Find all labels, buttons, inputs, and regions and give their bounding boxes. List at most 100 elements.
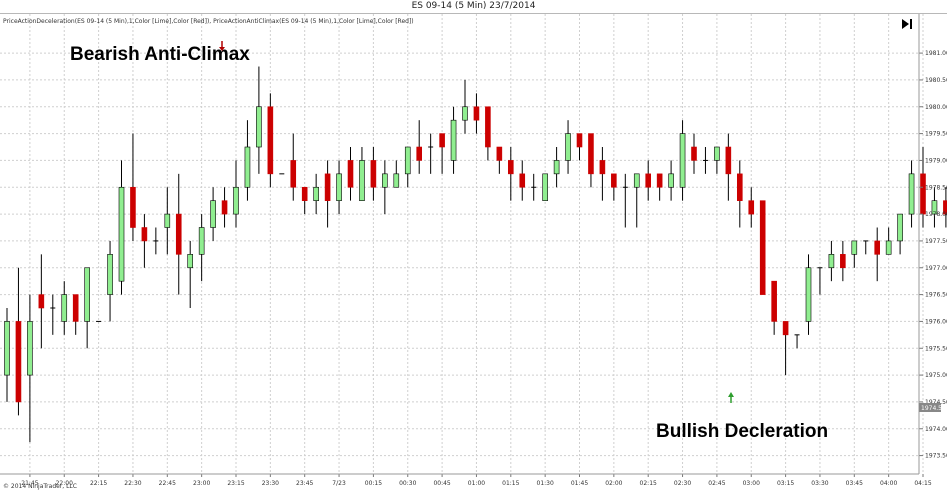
x-tick-label: 00:30: [399, 480, 416, 487]
candle: [932, 187, 937, 227]
candle: [153, 228, 158, 255]
candle: [382, 160, 387, 214]
candle-body-down: [772, 281, 777, 321]
candle: [348, 147, 353, 201]
candle-body-up: [405, 147, 410, 174]
candle: [703, 147, 708, 174]
x-tick-label: 03:45: [846, 480, 863, 487]
candle: [634, 174, 639, 228]
indicator-header: PriceActionDeceleration(ES 09-14 (5 Min)…: [3, 18, 414, 25]
candle: [85, 268, 90, 348]
candle: [16, 268, 21, 416]
candle-body-down: [176, 214, 181, 254]
y-tick-label: 1979.50: [925, 131, 947, 138]
candle-body-down: [39, 295, 44, 308]
scroll-end-button[interactable]: [902, 19, 912, 29]
candle-body-down: [726, 147, 731, 174]
candle: [886, 228, 891, 255]
candle-body-down: [73, 295, 78, 322]
y-tick-label: 1978.50: [925, 184, 947, 191]
candle: [543, 174, 548, 201]
candle: [863, 241, 868, 254]
candle-body-up: [909, 174, 914, 214]
candle-body-up: [714, 147, 719, 160]
candlestick-chart[interactable]: 1973.501974.001974.501975.001975.501976.…: [0, 14, 947, 501]
candle: [211, 187, 216, 241]
candle: [623, 174, 628, 228]
candle-body-down: [783, 321, 788, 334]
candle: [176, 174, 181, 295]
candle: [772, 281, 777, 335]
candle-body-down: [348, 160, 353, 187]
candle-body-up: [382, 174, 387, 187]
candle-body-up: [829, 254, 834, 267]
candle: [898, 214, 903, 254]
x-tick-label: 00:45: [433, 480, 450, 487]
chart-panel[interactable]: 1973.501974.001974.501975.001975.501976.…: [0, 13, 947, 500]
candle-body-down: [222, 201, 227, 214]
candle-body-down: [588, 134, 593, 174]
candle-body-up: [119, 187, 124, 281]
candle: [268, 93, 273, 187]
x-tick-label: 22:15: [90, 480, 107, 487]
candle: [405, 147, 410, 187]
x-tick-label: 02:30: [674, 480, 691, 487]
x-tick-label: 01:00: [468, 480, 485, 487]
candle-body-down: [16, 321, 21, 401]
annotation-bullish-decleration: Bullish Decleration: [656, 421, 828, 442]
candle: [199, 214, 204, 281]
candle-body-down: [760, 201, 765, 295]
candle-body-down: [692, 147, 697, 160]
candle-body-up: [806, 268, 811, 322]
x-tick-label: 01:45: [571, 480, 588, 487]
candle: [5, 308, 10, 402]
candle-body-down: [921, 174, 926, 214]
candle-body-up: [451, 120, 456, 160]
x-tick-label: 02:00: [605, 480, 622, 487]
candle-body-down: [268, 107, 273, 174]
last-price-label: 1974.50: [921, 405, 946, 412]
grid-layer: [0, 14, 923, 474]
candle: [817, 268, 822, 295]
candle-body-up: [359, 160, 364, 200]
candle: [531, 174, 536, 201]
y-tick-label: 1979.00: [925, 157, 947, 164]
candle-body-up: [566, 134, 571, 161]
candle: [611, 174, 616, 201]
candle: [256, 67, 261, 174]
x-tick-label: 23:15: [227, 480, 244, 487]
candle: [463, 80, 468, 134]
candle: [119, 160, 124, 294]
candle: [520, 160, 525, 200]
candle-body-up: [108, 254, 113, 294]
candle: [588, 134, 593, 188]
candle-body-down: [657, 174, 662, 187]
candle: [314, 174, 319, 214]
y-tick-label: 1981.00: [925, 50, 947, 57]
y-tick-label: 1973.50: [925, 453, 947, 460]
last-price-marker: 1974.50: [919, 403, 946, 412]
y-tick-label: 1975.50: [925, 345, 947, 352]
candle-body-down: [302, 187, 307, 200]
candle: [245, 120, 250, 200]
copyright-text: © 2014 NinjaTrader, LLC: [3, 483, 77, 490]
candle-body-down: [875, 241, 880, 254]
candle: [417, 120, 422, 174]
candle-body-down: [325, 174, 330, 201]
candle: [50, 295, 55, 335]
candle: [165, 187, 170, 254]
candle: [508, 147, 513, 201]
x-tick-label: 22:45: [159, 480, 176, 487]
candle: [875, 228, 880, 282]
y-tick-label: 1977.00: [925, 265, 947, 272]
candle: [371, 147, 376, 201]
candle: [852, 241, 857, 268]
candle-body-down: [749, 201, 754, 214]
x-tick-label: 23:30: [262, 480, 279, 487]
candle-body-up: [211, 201, 216, 228]
candle-body-down: [520, 174, 525, 187]
candle-body-down: [485, 107, 490, 147]
candle: [783, 321, 788, 375]
candle: [39, 254, 44, 348]
x-tick-label: 22:30: [124, 480, 141, 487]
